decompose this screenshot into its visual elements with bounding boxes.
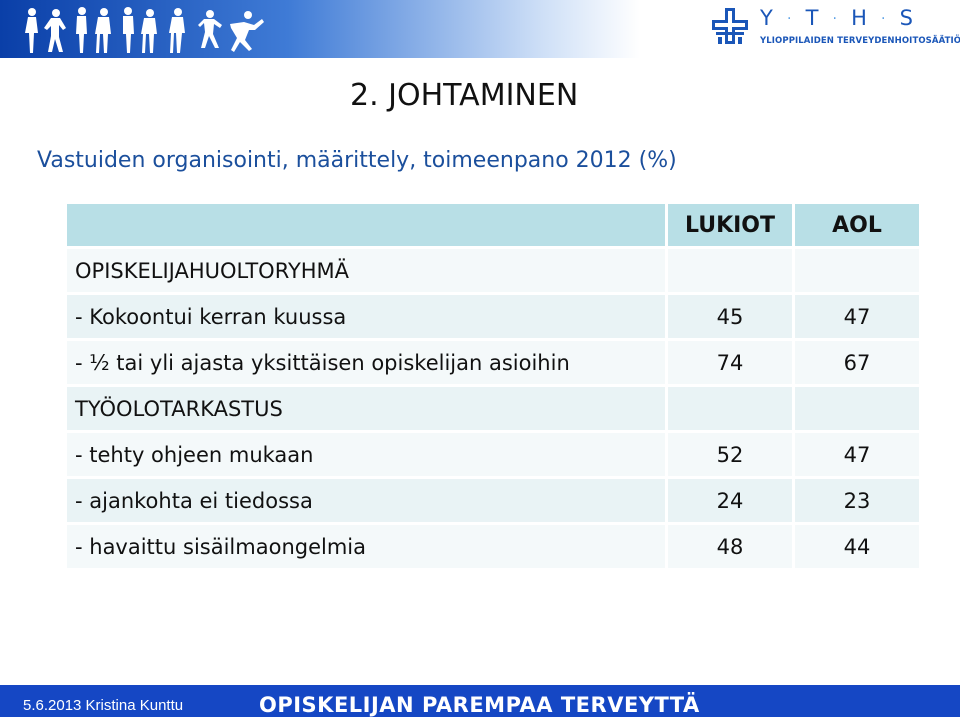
header-banner (0, 0, 640, 58)
footer-date-author: 5.6.2013 Kristina Kunttu (23, 697, 184, 714)
value-aol (795, 387, 919, 430)
table-header-row: LUKIOT AOL (67, 204, 919, 246)
results-table: LUKIOT AOL OPISKELIJAHUOLTORYHMÄ - Kokoo… (64, 201, 922, 571)
logo-subtitle: YLIOPPILAIDEN TERVEYDENHOITOSÄÄTIÖ (760, 36, 960, 46)
yths-logo: Y · T · H · S YLIOPPILAIDEN TERVEYDENHOI… (712, 6, 960, 52)
header-cell-empty (67, 204, 665, 246)
footer-tagline: OPISKELIJAN PAREMPAA TERVEYTTÄ (259, 693, 700, 717)
value-aol: 47 (795, 295, 919, 338)
value-lukiot: 52 (668, 433, 792, 476)
row-label: TYÖOLOTARKASTUS (67, 387, 665, 430)
yths-emblem-icon (712, 8, 748, 44)
table-row: - tehty ohjeen mukaan 52 47 (67, 433, 919, 476)
value-aol: 47 (795, 433, 919, 476)
table-row: - ½ tai yli ajasta yksittäisen opiskelij… (67, 341, 919, 384)
row-label: - ½ tai yli ajasta yksittäisen opiskelij… (67, 341, 665, 384)
row-label: OPISKELIJAHUOLTORYHMÄ (67, 249, 665, 292)
value-aol: 23 (795, 479, 919, 522)
footer-bar: 5.6.2013 Kristina Kunttu OPISKELIJAN PAR… (0, 685, 960, 717)
row-label: - tehty ohjeen mukaan (67, 433, 665, 476)
value-lukiot: 24 (668, 479, 792, 522)
value-aol: 44 (795, 525, 919, 568)
table-row: - ajankohta ei tiedossa 24 23 (67, 479, 919, 522)
table-row: - Kokoontui kerran kuussa 45 47 (67, 295, 919, 338)
table-row: TYÖOLOTARKASTUS (67, 387, 919, 430)
row-label: - Kokoontui kerran kuussa (67, 295, 665, 338)
logo-letter: Y (760, 6, 774, 30)
value-lukiot: 48 (668, 525, 792, 568)
table-row: OPISKELIJAHUOLTORYHMÄ (67, 249, 919, 292)
value-lukiot: 74 (668, 341, 792, 384)
value-lukiot (668, 387, 792, 430)
slide-subtitle: Vastuiden organisointi, määrittely, toim… (37, 148, 677, 173)
row-label: - ajankohta ei tiedossa (67, 479, 665, 522)
value-lukiot: 45 (668, 295, 792, 338)
logo-letters: Y · T · H · S (760, 6, 914, 30)
row-label: - havaittu sisäilmaongelmia (67, 525, 665, 568)
value-aol: 67 (795, 341, 919, 384)
logo-letter: T (805, 6, 820, 30)
logo-letter: S (899, 6, 914, 30)
people-silhouettes-icon (25, 7, 264, 53)
value-lukiot (668, 249, 792, 292)
header-cell-aol: AOL (795, 204, 919, 246)
slide-title: 2. JOHTAMINEN (350, 78, 579, 113)
logo-letter: H (851, 6, 868, 30)
table-row: - havaittu sisäilmaongelmia 48 44 (67, 525, 919, 568)
header-cell-lukiot: LUKIOT (668, 204, 792, 246)
value-aol (795, 249, 919, 292)
